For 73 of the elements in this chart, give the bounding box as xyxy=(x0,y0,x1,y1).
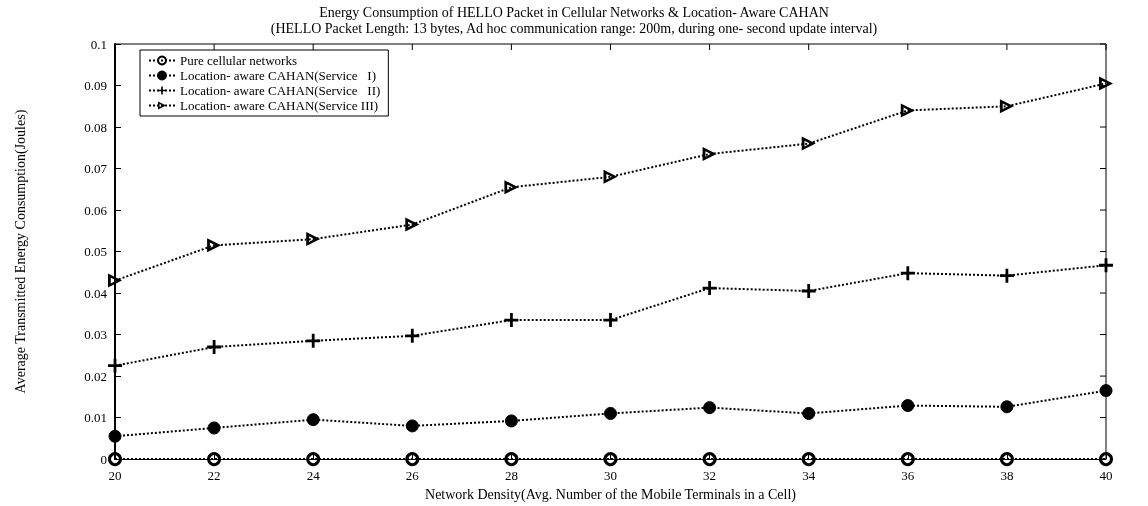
point xyxy=(1099,384,1113,398)
point xyxy=(306,232,321,247)
point xyxy=(207,421,221,435)
point xyxy=(900,266,915,281)
point xyxy=(504,313,519,328)
y-tick-label: 0.1 xyxy=(90,36,107,52)
chart-subtitle: (HELLO Packet Length: 13 bytes, Ad hoc communication range: 200m, during one- second update interval) xyxy=(270,20,878,37)
point xyxy=(999,452,1014,467)
y-axis-title: Average Transmitted Energy Consumption(Joules) xyxy=(12,109,29,394)
y-tick-label: 0.01 xyxy=(84,410,107,426)
point xyxy=(108,358,122,373)
point xyxy=(1099,452,1113,467)
y-tick-label: 0.03 xyxy=(84,327,107,343)
y-tick-label: 0.05 xyxy=(84,244,107,260)
x-axis-title: Network Density(Avg. Number of the Mobile Terminals in a Cell) xyxy=(425,486,797,503)
x-tick-label: 40 xyxy=(1099,468,1113,484)
x-tick-label: 22 xyxy=(207,468,221,484)
y-tick-label: 0.04 xyxy=(84,285,108,301)
x-tick-label: 20 xyxy=(108,468,122,484)
x-tick-label: 36 xyxy=(901,468,915,484)
point xyxy=(207,452,222,467)
point xyxy=(801,136,816,151)
legend-label: Location- aware CAHAN(Service II) xyxy=(180,83,381,98)
x-tick-label: 32 xyxy=(703,468,717,484)
point xyxy=(702,452,717,467)
y-tick-label: 0.08 xyxy=(84,119,107,135)
x-tick-label: 30 xyxy=(604,468,617,484)
point xyxy=(900,452,915,467)
point xyxy=(900,103,915,118)
point xyxy=(603,313,618,328)
point xyxy=(702,281,717,296)
point xyxy=(703,401,717,415)
point xyxy=(306,452,321,467)
y-tick-label: 0 xyxy=(100,451,107,467)
point xyxy=(207,238,222,253)
x-tick-label: 34 xyxy=(802,468,816,484)
point xyxy=(504,180,519,195)
point xyxy=(504,452,519,467)
x-tick-label: 26 xyxy=(405,468,420,484)
point xyxy=(405,452,420,467)
point xyxy=(108,273,122,288)
point xyxy=(702,147,717,161)
y-tick-label: 0.06 xyxy=(84,202,108,218)
legend-label: Location- aware CAHAN(Service III) xyxy=(180,98,379,113)
point xyxy=(405,217,420,232)
point xyxy=(802,406,816,420)
point xyxy=(999,268,1014,283)
point xyxy=(604,406,617,420)
x-tick-label: 38 xyxy=(1000,468,1014,484)
point xyxy=(603,452,618,467)
point xyxy=(108,452,122,467)
point xyxy=(306,333,321,348)
y-tick-label: 0.09 xyxy=(84,78,107,94)
point xyxy=(405,419,419,433)
point xyxy=(504,414,518,428)
x-tick-label: 24 xyxy=(306,468,321,484)
x-tick-label: 28 xyxy=(504,468,518,484)
y-tick-label: 0.02 xyxy=(84,368,107,384)
legend-label: Location- aware CAHAN(Service I) xyxy=(180,68,377,83)
point xyxy=(1099,76,1113,91)
point xyxy=(108,429,122,443)
point xyxy=(1099,258,1113,273)
legend-label: Pure cellular networks xyxy=(180,53,297,68)
point xyxy=(1000,400,1014,414)
point xyxy=(405,328,420,343)
point xyxy=(901,399,915,413)
point xyxy=(801,452,816,467)
point xyxy=(999,99,1014,114)
y-tick-label: 0.07 xyxy=(84,161,108,177)
point xyxy=(306,413,320,427)
chart-title: Energy Consumption of HELLO Packet in Cellular Networks & Location- Aware CAHAN xyxy=(319,4,829,20)
point xyxy=(801,283,816,298)
point xyxy=(207,340,222,355)
